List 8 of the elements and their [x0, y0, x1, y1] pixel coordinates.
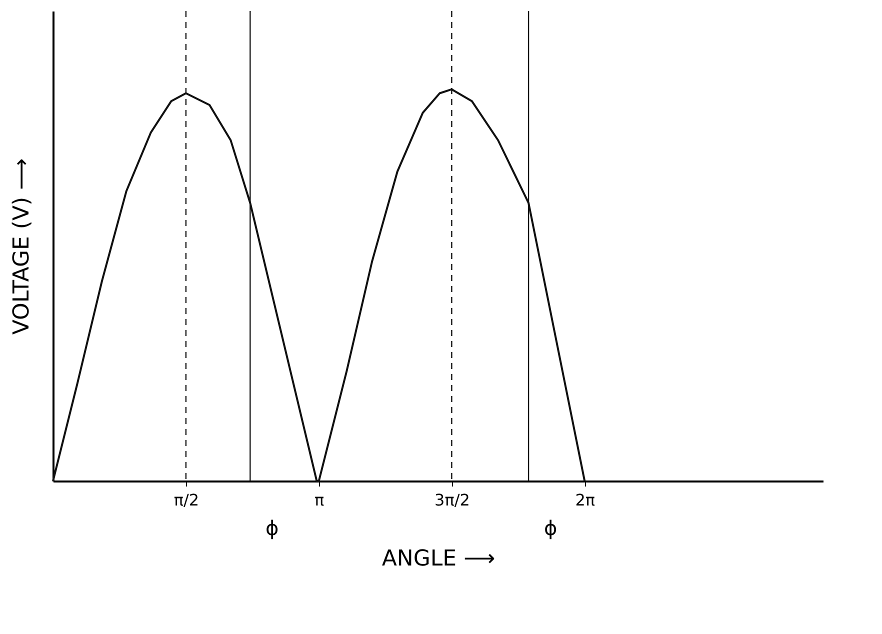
- x-tick-label: 3π/2: [434, 490, 470, 510]
- x-axis-title: ANGLE ⟶: [382, 546, 496, 572]
- x-tick-label: 2π: [575, 490, 596, 510]
- x-tick-label: π: [314, 490, 325, 510]
- ref-line-label: ϕ: [544, 516, 558, 540]
- x-tick-label: π/2: [174, 490, 200, 510]
- ref-line-label: ϕ: [266, 516, 279, 540]
- y-axis-title: VOLTAGE (V) ⟶: [10, 158, 34, 335]
